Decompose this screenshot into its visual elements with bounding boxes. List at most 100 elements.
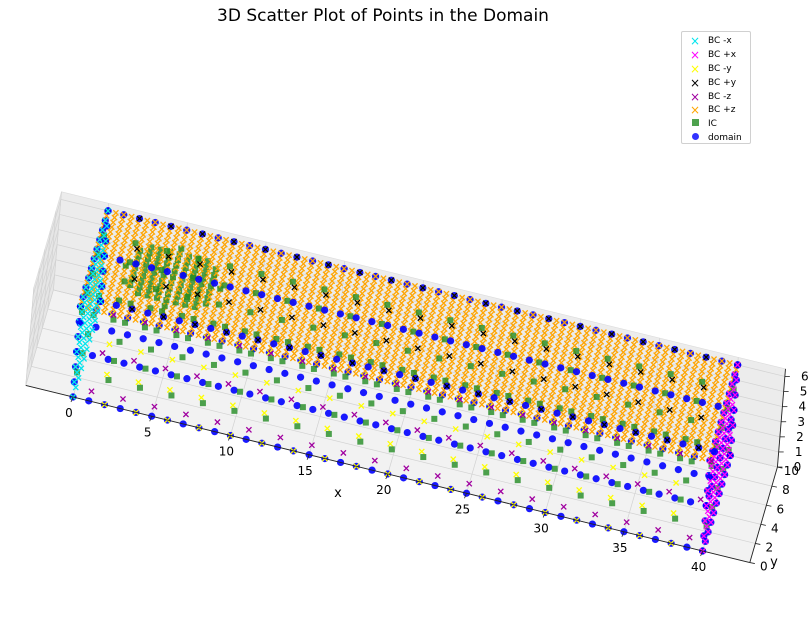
point-bc-z xyxy=(224,318,231,326)
point-bc-z xyxy=(428,312,435,319)
point-bc-y xyxy=(545,315,552,322)
point-bc-z xyxy=(546,341,553,348)
point-bc-z xyxy=(392,349,399,356)
point-bc-z xyxy=(88,388,95,395)
point-bc-z xyxy=(488,337,495,344)
point-bc-z xyxy=(250,345,257,352)
point-bc-z xyxy=(442,295,449,302)
point-bc-z xyxy=(303,338,310,345)
point-bc-z xyxy=(151,403,158,410)
legend-entry: × BC +x xyxy=(682,48,750,62)
point-bc-z xyxy=(291,350,298,357)
point-bc-z xyxy=(341,321,348,329)
point-bc-y xyxy=(480,330,487,337)
point-ic xyxy=(154,258,161,265)
point-bc-x xyxy=(713,500,720,507)
point-bc-z xyxy=(277,280,284,287)
point-bc-y xyxy=(136,215,143,222)
point-bc-z xyxy=(547,397,554,404)
point-bc-z xyxy=(684,446,691,453)
point-bc-x xyxy=(718,481,725,488)
circle-marker-icon xyxy=(682,133,708,143)
point-bc-z xyxy=(684,390,691,397)
point-ic xyxy=(310,365,317,372)
point-bc-z xyxy=(626,355,633,363)
point-bc-z xyxy=(367,292,374,299)
point-bc-z xyxy=(421,367,428,374)
x-tick-mark xyxy=(70,396,74,403)
point-bc-z xyxy=(130,295,137,302)
point-bc-z xyxy=(129,269,136,277)
point-bc-z xyxy=(118,308,125,315)
point-bc-z xyxy=(319,280,326,287)
point-bc-z xyxy=(228,304,235,311)
point-ic xyxy=(677,455,684,462)
point-bc-z xyxy=(708,458,715,465)
point-bc-z xyxy=(578,405,585,412)
point-bc-z xyxy=(200,313,208,320)
point-bc-z xyxy=(677,414,684,421)
point-bc-z xyxy=(219,276,226,283)
point-bc-z xyxy=(286,308,293,315)
point-bc-z xyxy=(199,287,207,294)
point-bc-z xyxy=(119,303,126,310)
grid-line xyxy=(31,366,756,544)
point-bc-z xyxy=(215,234,222,241)
point-bc-z xyxy=(281,266,288,273)
point-bc-y xyxy=(475,390,482,397)
point-bc-z xyxy=(214,419,221,426)
point-bc-y xyxy=(511,338,518,345)
point-bc-x xyxy=(731,371,738,378)
point-bc-y xyxy=(695,444,702,451)
point-bc-z xyxy=(192,285,199,292)
point-bc-z xyxy=(697,496,704,503)
point-bc-z xyxy=(397,361,404,368)
point-bc-z xyxy=(466,357,473,364)
point-bc-z xyxy=(103,299,110,306)
point-bc-z xyxy=(459,350,466,357)
point-bc-y xyxy=(325,261,332,268)
point-ic xyxy=(165,254,172,261)
point-bc-z xyxy=(441,325,448,333)
point-bc-y xyxy=(135,379,142,386)
point-bc-z xyxy=(531,393,538,401)
point-ic xyxy=(341,332,348,339)
point-bc-z xyxy=(401,377,408,384)
point-domain xyxy=(447,337,455,345)
point-bc-z xyxy=(439,361,446,368)
point-domain xyxy=(501,423,509,431)
point-bc-y xyxy=(417,315,424,322)
point-bc-z xyxy=(319,341,326,349)
point-bc-z xyxy=(592,327,600,334)
point-bc-z xyxy=(123,289,130,296)
point-ic xyxy=(122,262,129,269)
point-bc-z xyxy=(551,419,558,426)
point-bc-z xyxy=(687,406,695,413)
point-bc-z xyxy=(291,319,298,327)
point-bc-z xyxy=(226,252,233,260)
point-bc-z xyxy=(278,250,285,257)
point-bc-z xyxy=(478,401,485,408)
point-bc-z xyxy=(273,264,281,271)
point-domain xyxy=(478,345,486,353)
point-bc-z xyxy=(414,427,421,434)
legend-label: BC -z xyxy=(708,91,732,102)
point-bc-z xyxy=(417,294,424,301)
point-ic xyxy=(573,348,580,355)
point-bc-z xyxy=(363,276,370,283)
point-bc-z xyxy=(142,222,150,229)
point-bc-z xyxy=(246,329,253,336)
point-bc-z xyxy=(182,411,189,418)
point-bc-z xyxy=(218,251,226,258)
point-bc-z xyxy=(122,293,129,300)
point-bc-z xyxy=(485,377,492,384)
point-domain xyxy=(572,368,581,376)
point-bc-z xyxy=(490,332,497,339)
point-bc-z xyxy=(458,325,465,332)
point-bc-z xyxy=(632,393,639,400)
point-domain xyxy=(450,440,459,448)
point-ic xyxy=(299,404,306,411)
point-bc-y xyxy=(388,277,395,284)
point-bc-z xyxy=(268,253,275,260)
data-points xyxy=(69,207,742,555)
